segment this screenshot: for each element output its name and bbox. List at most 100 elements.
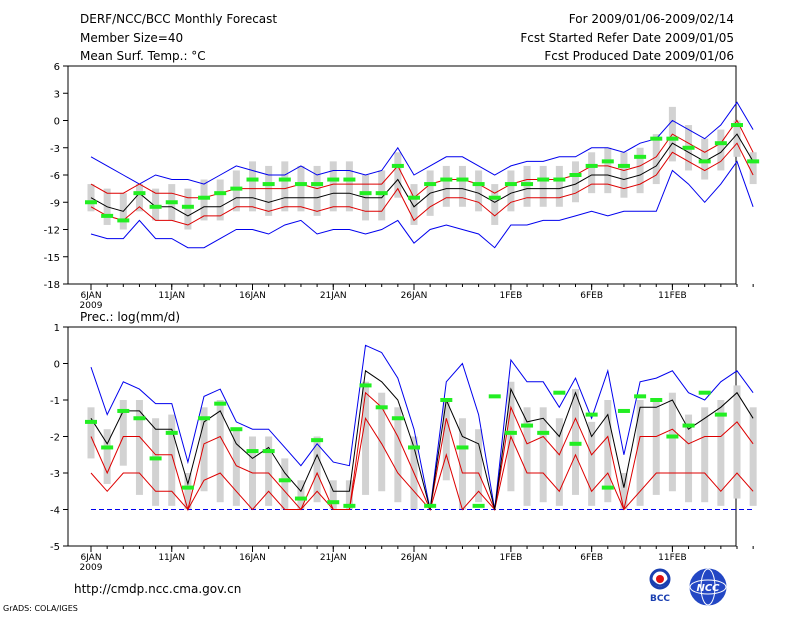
prec-x-tick-label: 6JAN: [80, 553, 101, 563]
temp-range-bar: [313, 165, 321, 216]
temp-ensemble-marker: [117, 218, 130, 223]
prec-range-bar: [668, 392, 676, 492]
member-size-label: Member Size=40: [80, 31, 184, 45]
prec-upper-percentile-line: [90, 391, 754, 512]
prec-ensemble-marker: [343, 503, 356, 508]
prec-ensemble-marker: [278, 478, 291, 483]
prec-ensemble-marker: [472, 503, 485, 508]
logo-group: BCC NCC: [649, 568, 727, 606]
temp-ensemble-marker: [343, 177, 356, 182]
temp-range-bar: [555, 165, 563, 207]
temp-ensemble-marker: [181, 204, 194, 209]
prec-range-bar: [620, 473, 628, 510]
prec-range-bar: [539, 407, 547, 503]
prec-ensemble-marker: [698, 390, 711, 395]
prec-range-bar: [184, 473, 192, 510]
prec-range-bar: [265, 436, 273, 506]
temp-y-tick-label: -6: [50, 171, 60, 182]
prec-range-bar: [119, 400, 127, 466]
temp-range-bar: [281, 161, 289, 212]
temp-y-tick-label: -12: [44, 226, 60, 237]
temp-ensemble-marker: [424, 182, 437, 187]
temp-x-tick-label: 6FEB: [580, 291, 603, 301]
temp-ensemble-marker: [440, 177, 453, 182]
prec-range-bar: [652, 400, 660, 495]
prec-range-bar: [345, 480, 353, 510]
prec-ensemble-marker: [424, 503, 437, 508]
prec-range-bar: [588, 421, 596, 506]
forecast-start-date: Fcst Started Refer Date 2009/01/05: [520, 31, 734, 45]
prec-ensemble-marker: [117, 408, 130, 413]
temp-ensemble-marker: [327, 177, 340, 182]
prec-range-bar: [717, 400, 725, 506]
prec-lower-percentile-line: [90, 416, 754, 511]
temp-ensemble-marker: [650, 136, 663, 141]
prec-ensemble-marker: [617, 408, 630, 413]
prec-ensemble-marker: [246, 449, 259, 454]
ncc-logo-text: NCC: [696, 583, 720, 594]
prec-range-bar: [378, 392, 386, 492]
temp-y-tick-label: 6: [54, 62, 60, 73]
prec-range-bar: [523, 407, 531, 506]
temp-range-bar: [717, 129, 725, 171]
temp-range-bar: [749, 152, 757, 185]
prec-ensemble-marker: [327, 500, 340, 505]
prec-y-tick-label: -5: [50, 542, 60, 553]
temp-ensemble-marker: [698, 159, 711, 164]
prec-ensemble-marker: [521, 423, 534, 428]
temp-range-bar: [442, 165, 450, 207]
temp-ensemble-marker: [488, 195, 501, 200]
temp-ensemble-marker: [569, 173, 582, 177]
prec-range-bar: [685, 414, 693, 503]
prec-panel-title: Prec.: log(mm/d): [80, 310, 180, 324]
temp-ensemble-marker: [553, 177, 566, 182]
prec-range-bar: [168, 414, 176, 506]
prec-ensemble-marker: [133, 416, 146, 421]
temp-ensemble-marker: [278, 177, 291, 182]
temp-ensemble-marker: [472, 182, 485, 187]
temp-median-line: [90, 133, 754, 217]
temp-range-bar: [200, 179, 208, 221]
temp-ensemble-marker: [714, 141, 727, 146]
temp-range-bar: [265, 165, 273, 216]
prec-range-bar: [216, 400, 224, 503]
prec-ensemble-marker: [634, 394, 647, 399]
prec-y-tick-label: 0: [54, 360, 60, 371]
prec-ensemble-marker: [149, 456, 162, 461]
prec-y-tick-label: 1: [54, 323, 60, 334]
temp-ensemble-marker: [601, 159, 614, 164]
temp-range-bar: [652, 134, 660, 185]
ncc-logo: NCC: [689, 568, 727, 606]
temp-year-label: 2009: [80, 301, 103, 311]
prec-ensemble-marker: [311, 438, 324, 443]
temp-ensemble-marker: [537, 177, 550, 182]
bcc-logo-text: BCC: [650, 594, 670, 604]
temp-range-bar: [572, 161, 579, 203]
prec-range-bar: [733, 385, 741, 499]
prec-range-bar: [87, 407, 95, 459]
temp-range-bar: [588, 152, 596, 194]
prec-ensemble-marker: [391, 416, 404, 421]
prec-x-tick-label: 16JAN: [239, 553, 266, 563]
prec-ensemble-marker: [504, 430, 517, 435]
temp-range-bar: [329, 161, 337, 212]
temp-ensemble-marker: [85, 200, 97, 205]
prec-median-line: [90, 369, 754, 510]
temp-x-tick-label: 21JAN: [320, 291, 347, 301]
prec-panel: 1 0 -1 -2 -3 -4 -5 6JAN 11JAN 16JAN 21JAN 26JAN 1FEB…: [50, 310, 757, 573]
prec-ensemble-marker: [666, 434, 679, 439]
prec-x-tick-label: 26JAN: [401, 553, 428, 563]
temp-x-tick-label: 16JAN: [239, 291, 266, 301]
prec-y-tick-label: -4: [50, 506, 60, 517]
temp-ensemble-marker: [391, 163, 404, 168]
temp-range-bar: [232, 170, 240, 212]
temp-ensemble-marker: [617, 163, 630, 168]
prec-x-tick-label: 1FEB: [500, 553, 523, 563]
temp-range-bar: [491, 184, 499, 225]
temp-ensemble-marker: [311, 182, 324, 187]
prec-ensemble-marker: [601, 485, 614, 490]
prec-x-tick-label: 11JAN: [158, 553, 185, 563]
prec-range-bar: [103, 429, 111, 484]
prec-ensemble-marker: [101, 445, 114, 450]
